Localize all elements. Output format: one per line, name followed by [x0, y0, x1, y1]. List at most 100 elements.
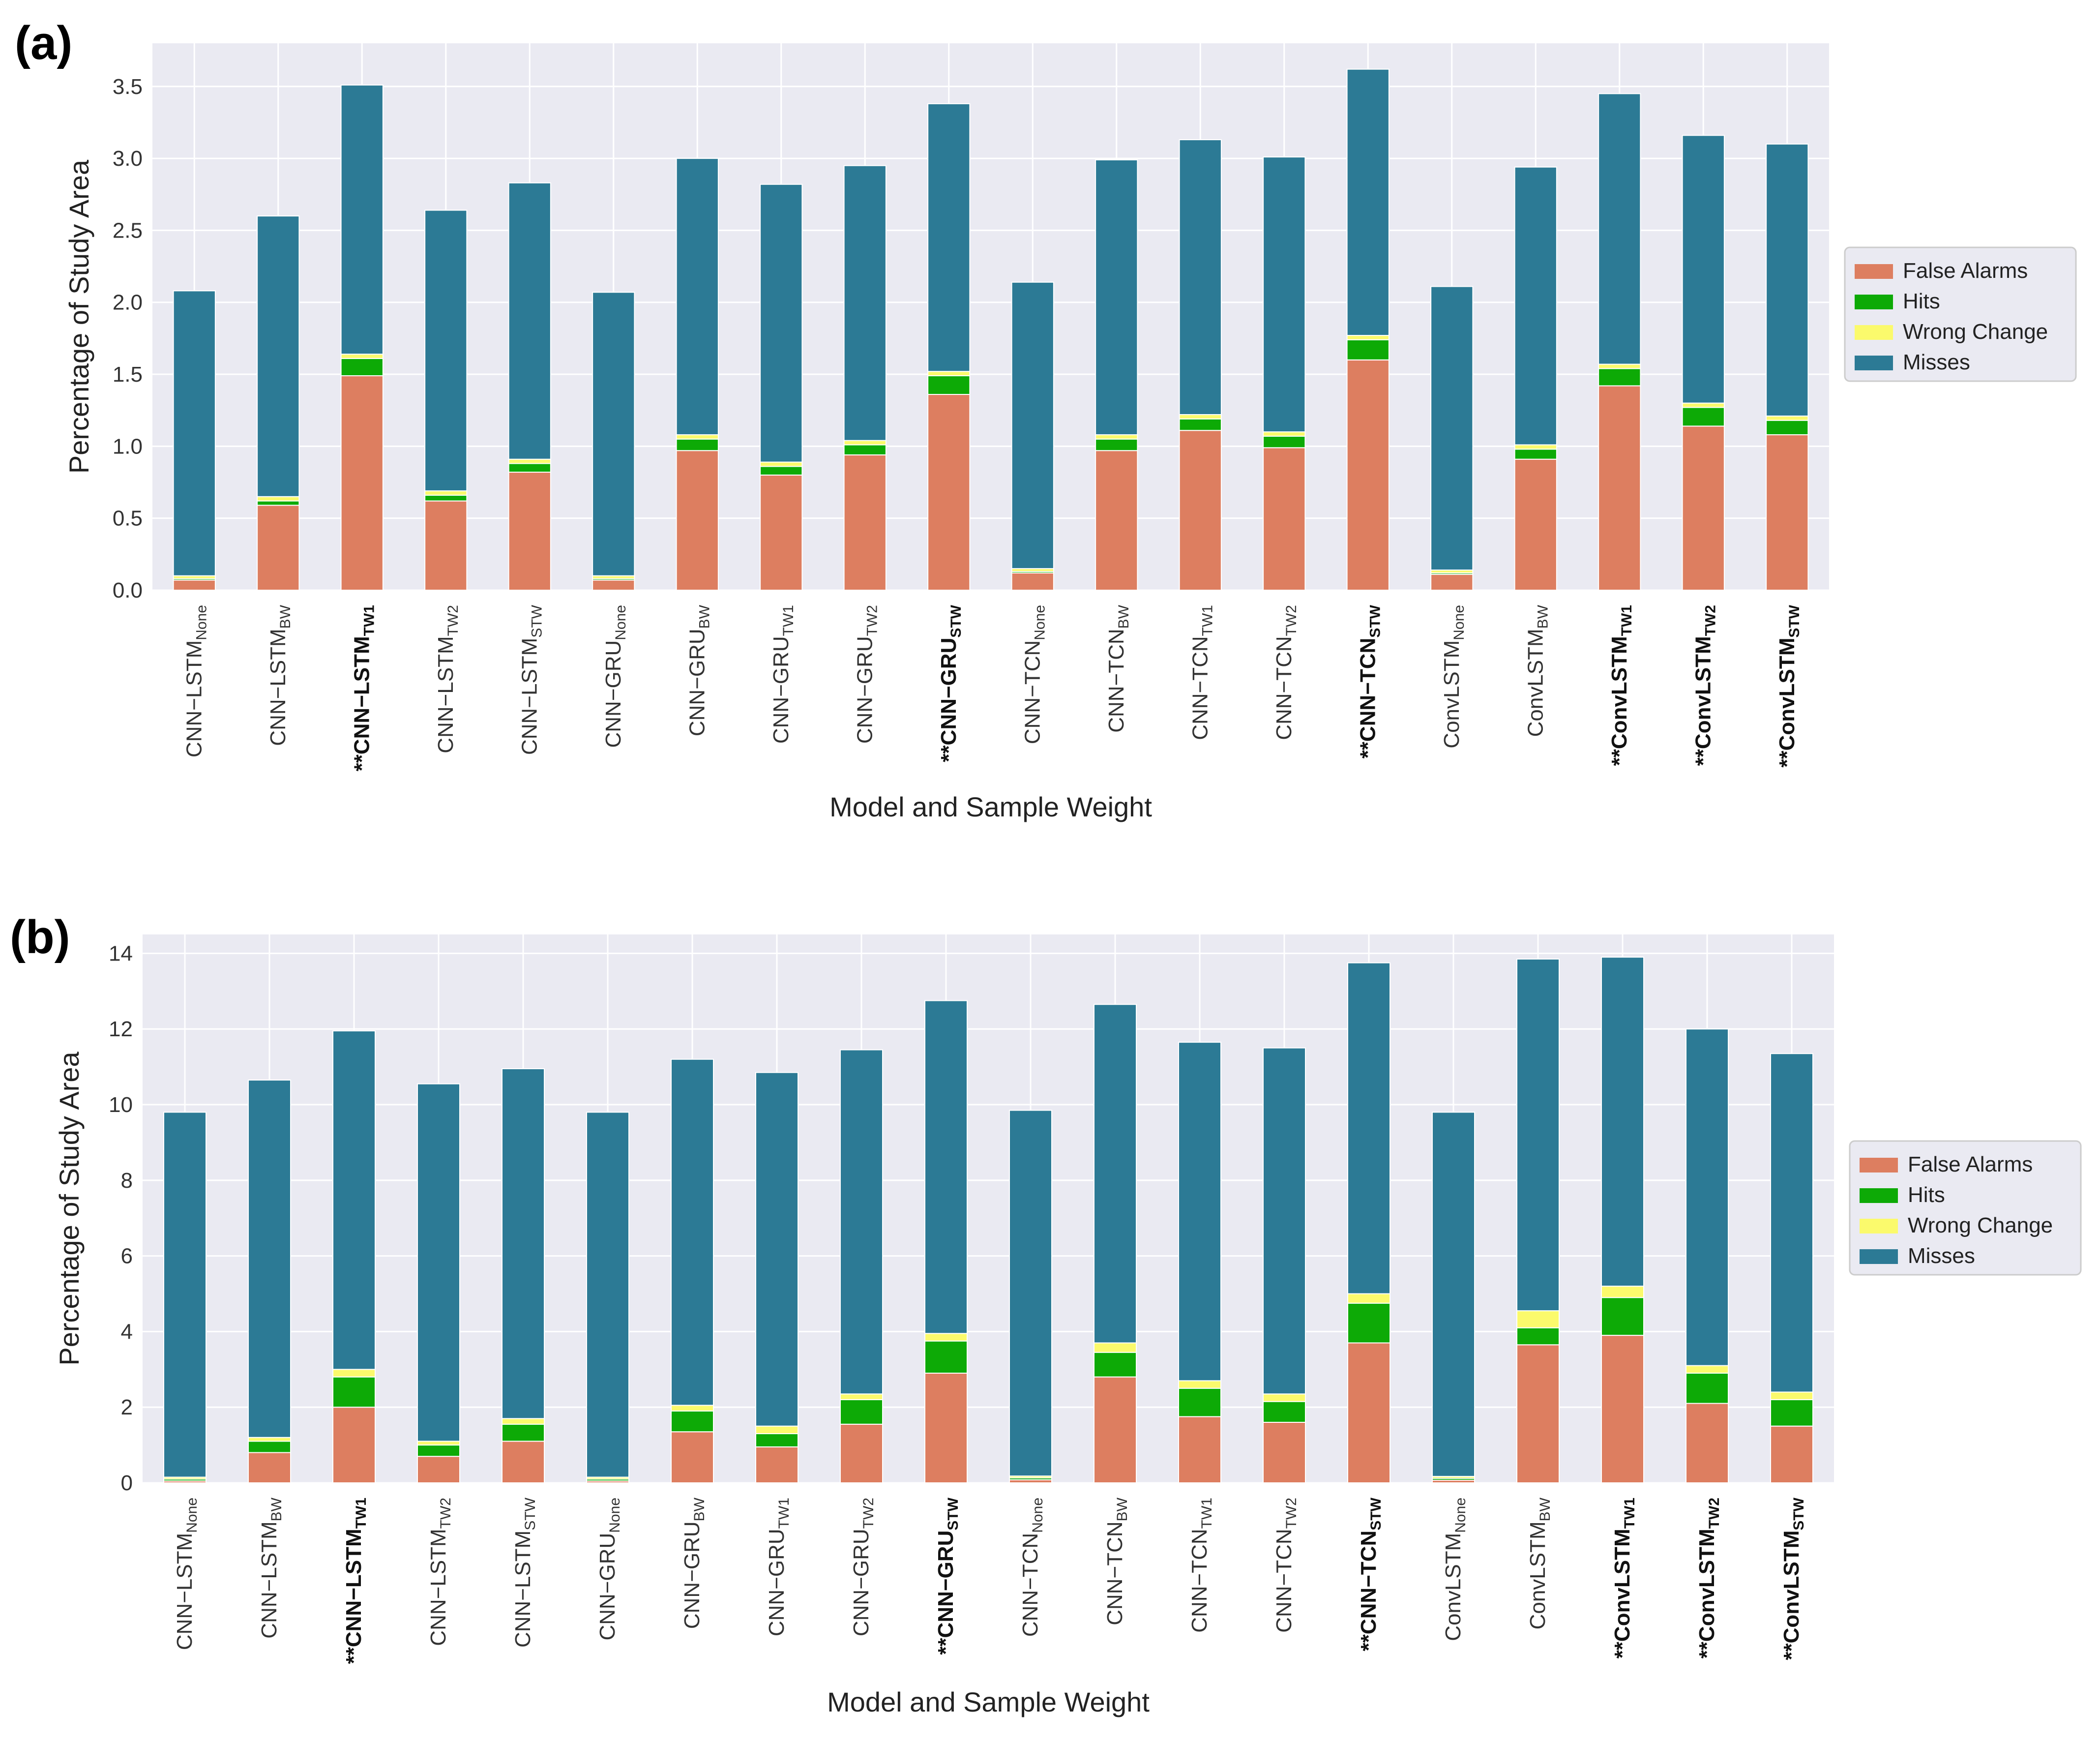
bar-wrong-change [755, 1425, 799, 1435]
x-tick-label: CNN−LSTMTW2 [426, 1498, 454, 1646]
x-tick-label: CNN−LSTMBW [266, 604, 294, 746]
bar-false-alarms [508, 472, 551, 591]
bar-wrong-change [840, 1393, 883, 1400]
bar-false-alarms [1516, 1344, 1560, 1484]
bar-false-alarms [1094, 1376, 1137, 1484]
y-tick-label: 2.5 [113, 218, 143, 242]
bar-wrong-change [508, 458, 551, 464]
bar-false-alarms [1011, 572, 1054, 591]
bar-misses [417, 1083, 460, 1442]
legend-label-false-alarms: False Alarms [1903, 259, 2028, 283]
bar-misses [1601, 957, 1644, 1287]
bar-misses [1430, 286, 1474, 571]
bar-false-alarms [1095, 450, 1138, 591]
bar-misses [502, 1068, 545, 1419]
x-tick-label: **CNN−LSTMTW1 [342, 1498, 369, 1664]
y-tick-label: 4 [121, 1320, 133, 1344]
x-tick-label: CNN−GRUBW [685, 604, 712, 736]
bar-false-alarms [1263, 1421, 1306, 1484]
bar-false-alarms [1178, 1416, 1221, 1484]
legend-label-hits: Hits [1908, 1183, 1945, 1207]
bar-hits [927, 375, 971, 395]
bar-false-alarms [1430, 573, 1474, 591]
bar-misses [1766, 143, 1809, 417]
y-tick-label: 1.0 [113, 434, 143, 458]
bar-false-alarms [417, 1456, 460, 1483]
plot-area [152, 43, 1829, 590]
bar-misses [924, 1000, 968, 1334]
bar-hits [1179, 418, 1222, 431]
bar-false-alarms [1682, 425, 1725, 591]
plot-area [143, 934, 1834, 1483]
bar-wrong-change [1094, 1342, 1137, 1353]
x-tick-label: **CNN−TCNSTW [1357, 1497, 1384, 1651]
y-tick-label: 6 [121, 1244, 133, 1268]
bar-misses [676, 158, 719, 435]
x-tick-label: CNN−TCNNone [1020, 605, 1048, 744]
legend: False Alarms Hits Wrong Change Misses [1844, 246, 2077, 382]
bar-false-alarms [927, 394, 971, 591]
legend-swatch-wrong-change [1855, 325, 1893, 340]
x-axis-label: Model and Sample Weight [829, 791, 1152, 822]
y-tick-label: 3.5 [113, 75, 143, 99]
bar-wrong-change [843, 440, 887, 446]
bar-wrong-change [924, 1333, 968, 1342]
y-tick-label: 0.5 [113, 507, 143, 531]
bar-hits [248, 1441, 291, 1453]
x-tick-label: CNN−GRUBW [680, 1497, 708, 1629]
bar-wrong-change [424, 490, 468, 496]
y-tick-label: 8 [121, 1169, 133, 1193]
bar-hits [760, 466, 803, 476]
y-tick-label: 0 [121, 1471, 133, 1495]
x-axis-label: Model and Sample Weight [827, 1686, 1150, 1717]
bar-hits [676, 438, 719, 451]
bar-wrong-change [1263, 431, 1306, 437]
bar-hits [1770, 1399, 1813, 1427]
x-tick-label: CNN−TCNTW1 [1187, 1498, 1215, 1633]
legend-box [1849, 1140, 2082, 1276]
y-tick-label: 2.0 [113, 291, 143, 315]
y-tick-label: 12 [109, 1017, 133, 1041]
bar-misses [332, 1030, 376, 1370]
bar-false-alarms [592, 579, 635, 591]
x-tick-label: ConvLSTMBW [1523, 604, 1551, 737]
x-tick-label: **CNN−GRUSTW [934, 1497, 961, 1654]
bar-wrong-change [502, 1418, 545, 1425]
bar-wrong-change [417, 1441, 460, 1446]
bar-misses [1770, 1053, 1813, 1393]
bar-false-alarms [173, 579, 216, 591]
bar-misses [927, 103, 971, 372]
bar-false-alarms [332, 1407, 376, 1483]
y-tick-label: 0.0 [113, 578, 143, 602]
bar-wrong-change [1682, 402, 1725, 408]
bar-false-alarms [840, 1423, 883, 1483]
bar-misses [1432, 1112, 1475, 1477]
x-tick-label: **CNN−GRUSTW [937, 604, 964, 762]
bar-false-alarms [1598, 385, 1641, 591]
legend-swatch-misses [1855, 356, 1893, 370]
x-tick-label: CNN−GRUTW1 [765, 1498, 792, 1636]
x-tick-label: **ConvLSTMTW2 [1695, 1498, 1722, 1658]
x-tick-label: CNN−LSTMSTW [511, 1497, 538, 1648]
y-tick-label: 14 [109, 941, 133, 965]
x-tick-label: CNN−TCNTW2 [1272, 605, 1300, 740]
bar-hits [1094, 1352, 1137, 1378]
bar-hits [1514, 449, 1557, 460]
panel-label: (a) [15, 17, 72, 69]
bar-hits [417, 1444, 460, 1457]
x-tick-label: **ConvLSTMTW1 [1610, 1498, 1638, 1658]
bar-misses [508, 182, 551, 460]
x-tick-label: **ConvLSTMTW2 [1691, 605, 1718, 766]
bar-false-alarms [257, 505, 300, 591]
bar-hits [1263, 1401, 1306, 1423]
bar-false-alarms [1179, 430, 1222, 591]
bar-misses [257, 215, 300, 497]
bar-wrong-change [1347, 1293, 1390, 1304]
legend-label-misses: Misses [1908, 1244, 1975, 1268]
x-tick-label: CNN−LSTMSTW [517, 604, 545, 755]
x-tick-label: CNN−TCNBW [1103, 1497, 1130, 1625]
x-tick-label: **ConvLSTMSTW [1779, 1497, 1807, 1660]
bar-hits [1766, 420, 1809, 435]
x-tick-label: CNN−LSTMNone [173, 1498, 200, 1650]
bar-wrong-change [1179, 414, 1222, 420]
